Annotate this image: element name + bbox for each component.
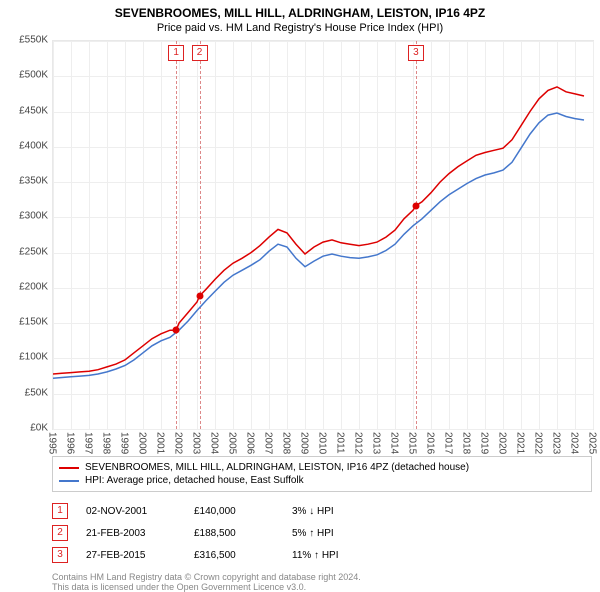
series-line <box>53 87 584 374</box>
x-tick-label: 1995 <box>47 432 58 454</box>
chart-title: SEVENBROOMES, MILL HILL, ALDRINGHAM, LEI… <box>8 6 592 20</box>
transaction-price: £188,500 <box>194 528 274 539</box>
y-tick-label: £200K <box>8 281 48 292</box>
legend-row: SEVENBROOMES, MILL HILL, ALDRINGHAM, LEI… <box>59 461 585 474</box>
footer-attribution: Contains HM Land Registry data © Crown c… <box>52 572 592 592</box>
transaction-marker-icon: 1 <box>52 503 68 519</box>
x-tick-label: 2004 <box>209 432 220 454</box>
x-tick-label: 2007 <box>263 432 274 454</box>
transaction-marker: 2 <box>192 45 208 61</box>
y-tick-label: £0K <box>8 423 48 434</box>
transaction-point <box>412 202 419 209</box>
x-tick-label: 1998 <box>101 432 112 454</box>
x-tick-label: 2015 <box>407 432 418 454</box>
x-tick-label: 2023 <box>551 432 562 454</box>
transaction-price: £140,000 <box>194 506 274 517</box>
x-tick-label: 2014 <box>389 432 400 454</box>
x-tick-label: 2011 <box>335 432 346 454</box>
transaction-date: 02-NOV-2001 <box>86 506 176 517</box>
x-tick-label: 2008 <box>281 432 292 454</box>
transaction-date: 21-FEB-2003 <box>86 528 176 539</box>
price-line-chart: 12 3 <box>52 40 594 430</box>
transaction-row: 3 27-FEB-2015 £316,500 11% ↑ HPI <box>52 544 592 566</box>
transaction-row: 1 02-NOV-2001 £140,000 3% ↓ HPI <box>52 500 592 522</box>
x-tick-label: 1999 <box>119 432 130 454</box>
transaction-date: 27-FEB-2015 <box>86 550 176 561</box>
transaction-marker-icon: 3 <box>52 547 68 563</box>
footer-line: Contains HM Land Registry data © Crown c… <box>52 572 592 582</box>
x-tick-label: 2012 <box>353 432 364 454</box>
transaction-vs-hpi: 11% ↑ HPI <box>292 550 412 561</box>
x-tick-label: 2002 <box>173 432 184 454</box>
chart-legend: SEVENBROOMES, MILL HILL, ALDRINGHAM, LEI… <box>52 456 592 492</box>
x-tick-label: 2018 <box>461 432 472 454</box>
x-tick-label: 2021 <box>515 432 526 454</box>
y-tick-label: £150K <box>8 317 48 328</box>
transaction-vs-hpi: 3% ↓ HPI <box>292 506 412 517</box>
transaction-marker: 3 <box>408 45 424 61</box>
x-tick-label: 2020 <box>497 432 508 454</box>
transactions-table: 1 02-NOV-2001 £140,000 3% ↓ HPI 2 21-FEB-2003… <box>52 500 592 566</box>
y-tick-label: £300K <box>8 211 48 222</box>
x-tick-label: 2022 <box>533 432 544 454</box>
x-tick-label: 2010 <box>317 432 328 454</box>
x-tick-label: 2019 <box>479 432 490 454</box>
x-tick-label: 2016 <box>425 432 436 454</box>
x-tick-label: 2000 <box>137 432 148 454</box>
x-tick-label: 2013 <box>371 432 382 454</box>
legend-swatch <box>59 480 79 482</box>
y-tick-label: £400K <box>8 140 48 151</box>
y-tick-label: £100K <box>8 352 48 363</box>
transaction-vs-hpi: 5% ↑ HPI <box>292 528 412 539</box>
x-tick-label: 2024 <box>569 432 580 454</box>
y-tick-label: £250K <box>8 246 48 257</box>
y-tick-label: £500K <box>8 70 48 81</box>
legend-swatch <box>59 467 79 469</box>
transaction-marker: 1 <box>168 45 184 61</box>
footer-line: This data is licensed under the Open Gov… <box>52 582 592 592</box>
transaction-point <box>196 293 203 300</box>
legend-row: HPI: Average price, detached house, East… <box>59 474 585 487</box>
series-line <box>53 113 584 378</box>
x-tick-label: 2025 <box>587 432 598 454</box>
transaction-marker-icon: 2 <box>52 525 68 541</box>
chart-subtitle: Price paid vs. HM Land Registry's House … <box>8 22 592 34</box>
y-tick-label: £350K <box>8 176 48 187</box>
y-tick-label: £550K <box>8 35 48 46</box>
y-tick-label: £450K <box>8 105 48 116</box>
x-tick-label: 2006 <box>245 432 256 454</box>
transaction-price: £316,500 <box>194 550 274 561</box>
x-tick-label: 2001 <box>155 432 166 454</box>
x-tick-label: 2009 <box>299 432 310 454</box>
x-tick-label: 2017 <box>443 432 454 454</box>
x-tick-label: 1996 <box>65 432 76 454</box>
x-tick-label: 1997 <box>83 432 94 454</box>
x-tick-label: 2003 <box>191 432 202 454</box>
x-tick-label: 2005 <box>227 432 238 454</box>
legend-label: SEVENBROOMES, MILL HILL, ALDRINGHAM, LEI… <box>85 462 469 473</box>
transaction-row: 2 21-FEB-2003 £188,500 5% ↑ HPI <box>52 522 592 544</box>
transaction-point <box>173 327 180 334</box>
y-tick-label: £50K <box>8 387 48 398</box>
legend-label: HPI: Average price, detached house, East… <box>85 475 304 486</box>
